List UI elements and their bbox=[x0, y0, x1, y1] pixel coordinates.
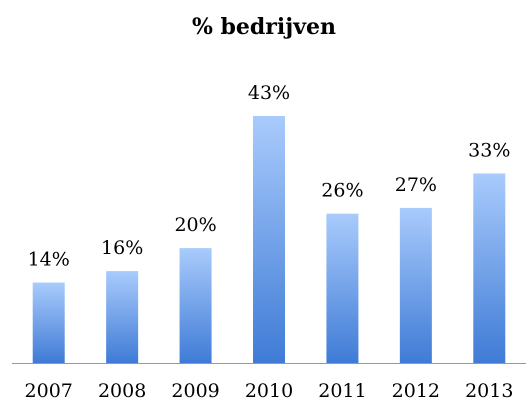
bar bbox=[32, 282, 65, 363]
data-label: 20% bbox=[174, 214, 216, 236]
x-tick-label: 2007 bbox=[25, 380, 73, 402]
bar bbox=[106, 271, 139, 363]
x-tick-label: 2011 bbox=[318, 380, 366, 402]
data-label: 27% bbox=[395, 174, 437, 196]
data-label: 16% bbox=[101, 237, 143, 259]
data-label: 26% bbox=[321, 180, 363, 202]
bar bbox=[473, 173, 506, 363]
bar bbox=[253, 116, 285, 363]
x-tick-label: 2012 bbox=[392, 380, 440, 402]
data-label: 14% bbox=[28, 249, 70, 271]
bar bbox=[179, 248, 212, 363]
x-tick-label: 2008 bbox=[98, 380, 146, 402]
chart-title: % bedrijven bbox=[192, 14, 336, 40]
x-tick-label: 2013 bbox=[465, 380, 513, 402]
x-tick-label: 2009 bbox=[171, 380, 219, 402]
data-label: 33% bbox=[468, 139, 510, 161]
x-tick-label: 2010 bbox=[245, 380, 293, 402]
bar bbox=[326, 213, 359, 363]
bar bbox=[399, 207, 432, 363]
data-label: 43% bbox=[248, 82, 290, 104]
